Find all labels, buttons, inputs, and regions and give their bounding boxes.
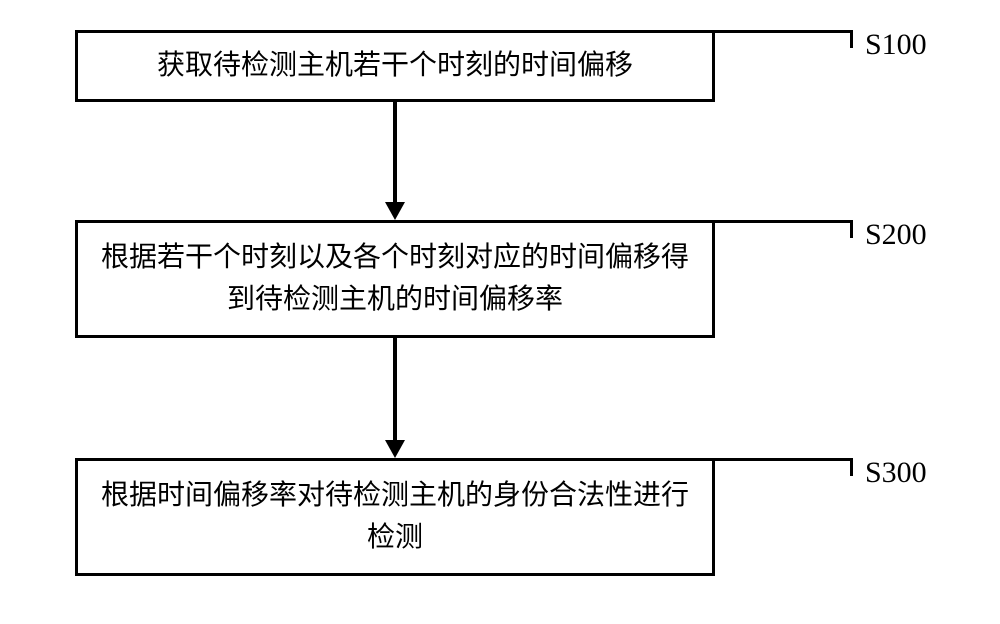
label-connector-vert (850, 220, 853, 238)
node-text: 根据若干个时刻以及各个时刻对应的时间偏移得到待检测主机的时间偏移率 (98, 237, 692, 321)
node-label-s300: S300 (865, 456, 927, 490)
flowchart-node-s300: 根据时间偏移率对待检测主机的身份合法性进行检测 (75, 458, 715, 576)
label-connector (713, 30, 853, 33)
arrow-head (385, 202, 405, 220)
label-connector (713, 220, 853, 223)
arrow-head (385, 440, 405, 458)
node-text: 获取待检测主机若干个时刻的时间偏移 (157, 45, 633, 87)
flowchart-node-s100: 获取待检测主机若干个时刻的时间偏移 (75, 30, 715, 102)
label-connector-vert (850, 30, 853, 48)
node-text: 根据时间偏移率对待检测主机的身份合法性进行检测 (98, 475, 692, 559)
arrow-line (393, 102, 397, 202)
label-connector (713, 458, 853, 461)
node-label-s200: S200 (865, 218, 927, 252)
flowchart-node-s200: 根据若干个时刻以及各个时刻对应的时间偏移得到待检测主机的时间偏移率 (75, 220, 715, 338)
arrow-line (393, 338, 397, 440)
node-label-s100: S100 (865, 28, 927, 62)
label-connector-vert (850, 458, 853, 476)
